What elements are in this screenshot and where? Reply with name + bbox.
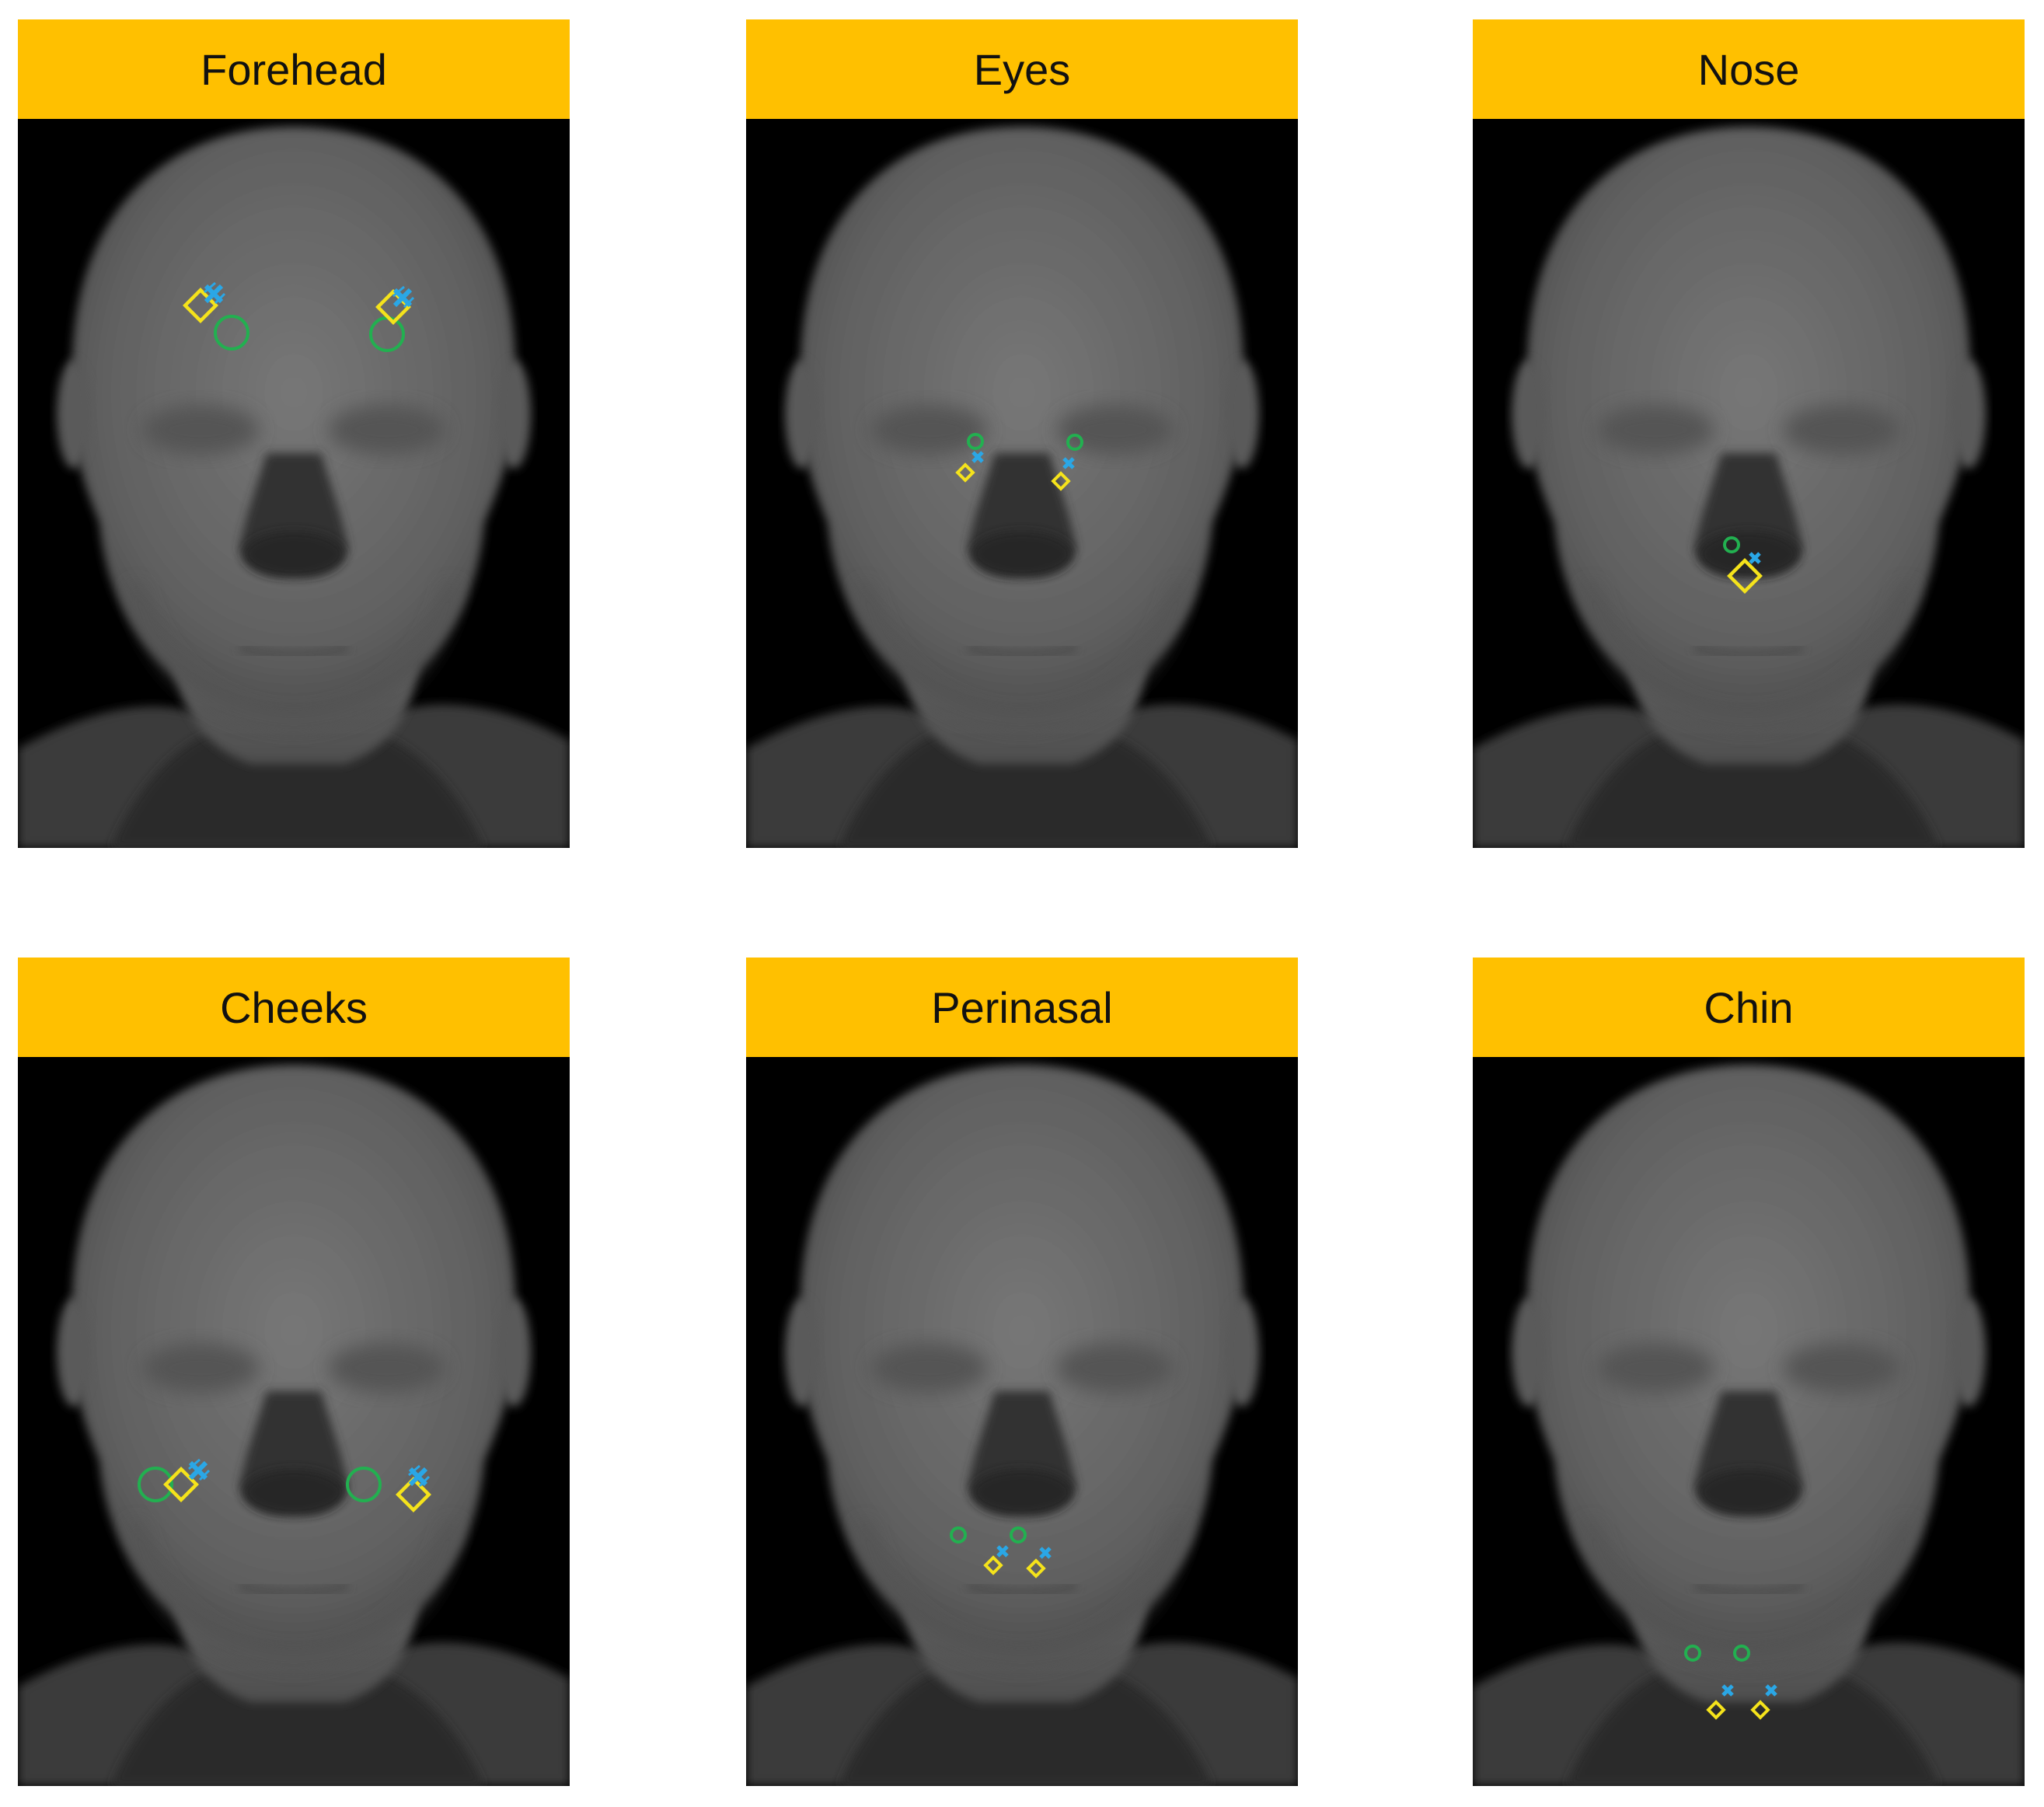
panel-chin: Chin bbox=[1473, 958, 2025, 1786]
panel-eyes: Eyes bbox=[746, 19, 1298, 848]
panel-title: Perinasal bbox=[746, 958, 1298, 1057]
panel-title: Eyes bbox=[746, 19, 1298, 119]
thermal-face-image bbox=[18, 119, 570, 848]
panel-title: Nose bbox=[1473, 19, 2025, 119]
panel-perinasal: Perinasal bbox=[746, 958, 1298, 1786]
panel-title: Forehead bbox=[18, 19, 570, 119]
panel-title: Chin bbox=[1473, 958, 2025, 1057]
thermal-face-image bbox=[1473, 1057, 2025, 1786]
thermal-face-image bbox=[746, 119, 1298, 848]
panel-nose: Nose bbox=[1473, 19, 2025, 848]
panel-title: Cheeks bbox=[18, 958, 570, 1057]
thermal-face-image bbox=[746, 1057, 1298, 1786]
panel-forehead: Forehead bbox=[18, 19, 570, 848]
thermal-face-image bbox=[18, 1057, 570, 1786]
thermal-face-image bbox=[1473, 119, 2025, 848]
panel-cheeks: Cheeks bbox=[18, 958, 570, 1786]
